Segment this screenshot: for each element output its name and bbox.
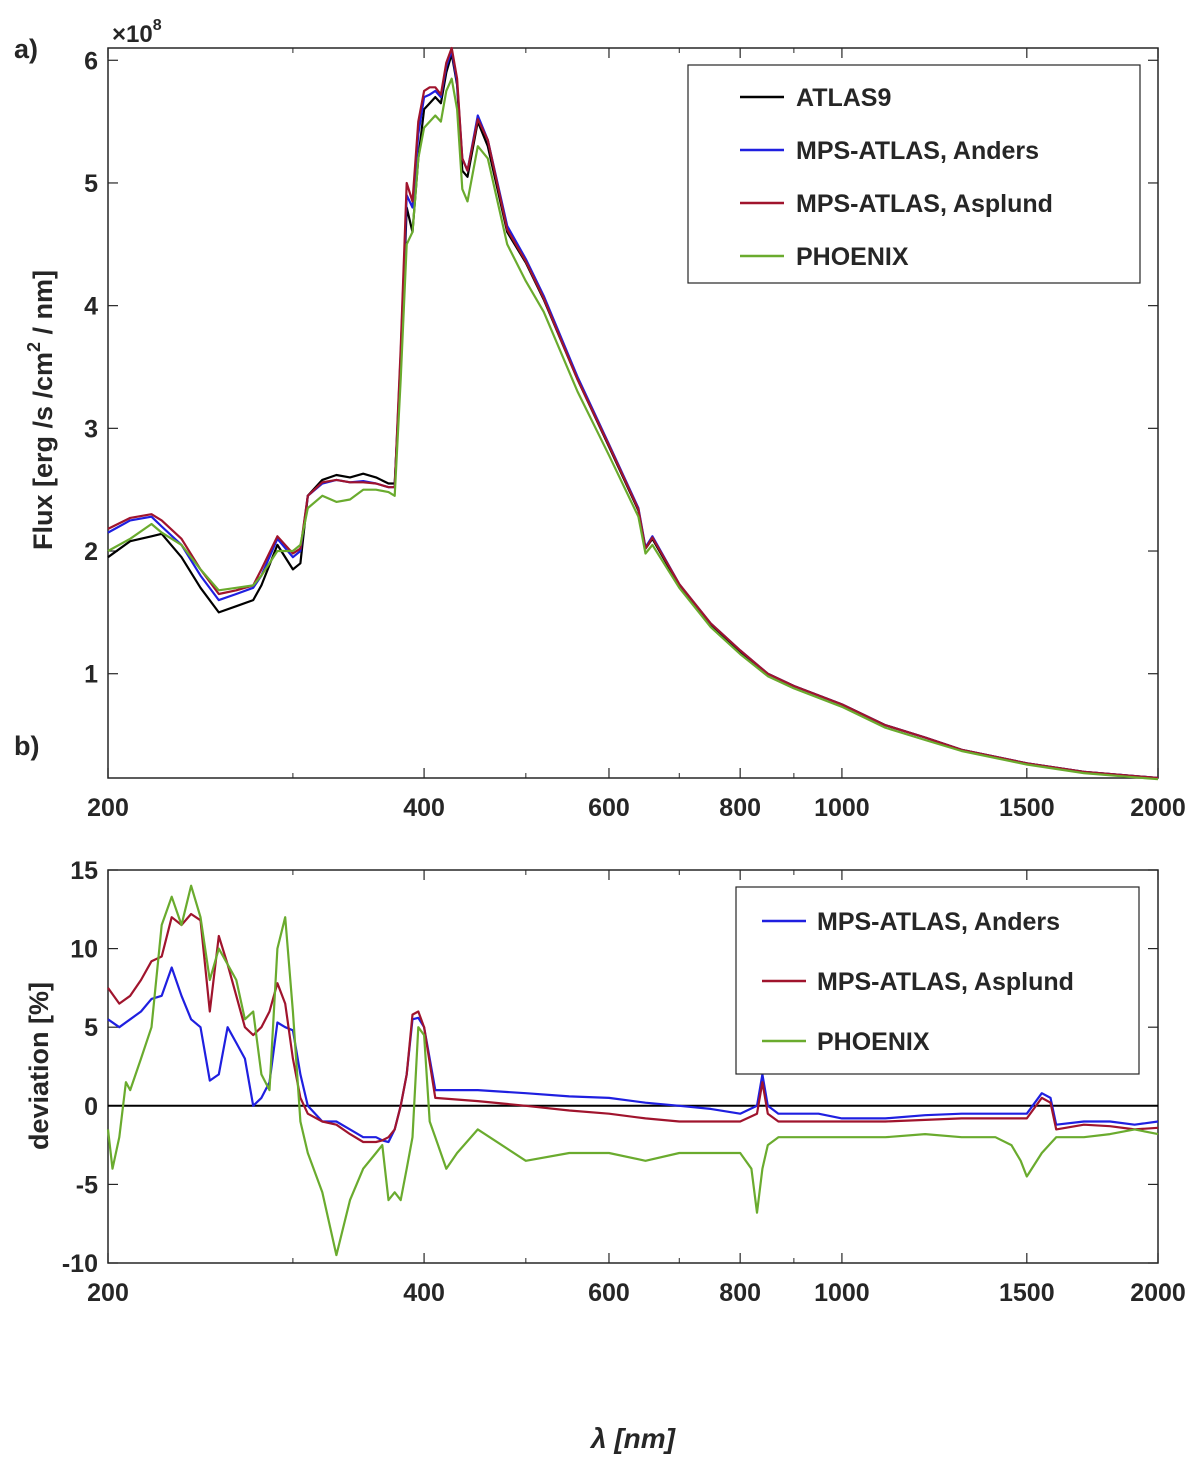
y-tick-label: 3 [84,415,98,443]
x-tick-label: 1000 [814,1279,870,1307]
y-tick-label: -5 [76,1171,98,1199]
deviation-y-axis-label: deviation [%] [24,982,54,1150]
x-tick-label: 200 [87,1279,129,1307]
panel-label-a: a) [14,34,38,64]
y-tick-label: 5 [84,1014,98,1042]
series-line-phoenix [107,77,1159,781]
deviation-x-axis-label: λ [nm] [589,1423,677,1454]
y-tick-label: 0 [84,1093,98,1121]
panel-label-b: b) [14,731,39,761]
flux-series [107,46,1159,781]
y-tick-label: 4 [84,293,98,321]
flux-exponent-label: ×108 [112,17,162,48]
deviation-series [106,884,1159,1257]
legend-entry-anders: MPS-ATLAS, Anders [817,908,1060,936]
legend-entry-anders: MPS-ATLAS, Anders [796,137,1039,165]
x-tick-label: 800 [719,1279,761,1307]
y-tick-label: -10 [62,1250,98,1278]
flux-ticks: 200 400 600 800 1000 1500 2000 1 2 3 4 5 6 [84,47,1186,822]
legend-entry-asplund: MPS-ATLAS, Asplund [796,190,1053,218]
deviation-chart: 200 400 600 800 1000 1500 2000 -10 -5 0 5 10 15 devi… [24,857,1186,1454]
series-line-asplund [107,912,1159,1144]
x-tick-label: 800 [719,794,761,822]
flux-chart: 200 400 600 800 1000 1500 2000 1 2 3 4 5 6 ×108 Flux… [24,17,1186,822]
x-tick-label: 1000 [814,794,870,822]
x-tick-label: 2000 [1130,1279,1186,1307]
flux-y-axis-label: Flux [erg /s /cm2 / nm] [24,270,58,550]
y-tick-label: 1 [84,661,98,689]
flux-legend[interactable]: ATLAS9 MPS-ATLAS, Anders MPS-ATLAS, Asplun… [687,64,1141,284]
x-tick-label: 2000 [1130,794,1186,822]
y-tick-label: 10 [70,936,98,964]
x-tick-label: 400 [403,1279,445,1307]
legend-entry-atlas9: ATLAS9 [796,84,891,112]
series-line-phoenix [106,884,1159,1257]
x-tick-label: 1500 [999,794,1055,822]
series-line-asplund [107,46,1159,780]
y-tick-label: 2 [84,538,98,566]
x-tick-label: 1500 [999,1279,1055,1307]
deviation-legend[interactable]: MPS-ATLAS, Anders MPS-ATLAS, Asplund PHOEN… [735,886,1140,1075]
x-tick-label: 400 [403,794,445,822]
x-tick-label: 600 [588,794,630,822]
legend-entry-phoenix: PHOENIX [796,243,909,271]
legend-entry-asplund: MPS-ATLAS, Asplund [817,968,1074,996]
x-tick-label: 600 [588,1279,630,1307]
y-tick-label: 6 [84,47,98,75]
legend-entry-phoenix: PHOENIX [817,1028,930,1056]
y-tick-label: 5 [84,170,98,198]
y-tick-label: 15 [70,857,98,885]
x-tick-label: 200 [87,794,129,822]
